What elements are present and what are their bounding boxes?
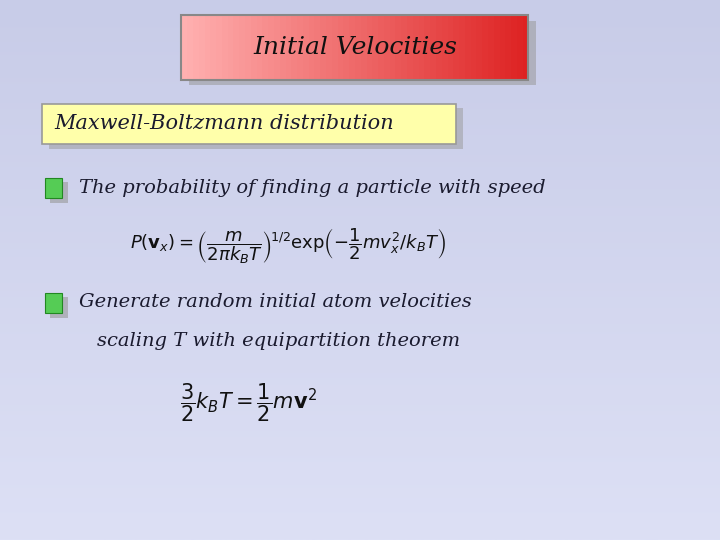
Text: Initial Velocities: Initial Velocities bbox=[253, 36, 457, 59]
Bar bbox=[332, 15, 338, 80]
Bar bbox=[274, 15, 281, 80]
Bar bbox=[418, 15, 425, 80]
Bar bbox=[286, 15, 292, 80]
Bar bbox=[181, 15, 188, 80]
Bar bbox=[309, 15, 315, 80]
Bar bbox=[465, 15, 472, 80]
Bar bbox=[395, 15, 402, 80]
Bar bbox=[471, 15, 477, 80]
Bar bbox=[517, 15, 523, 80]
Bar bbox=[292, 15, 298, 80]
Text: $P(\mathbf{v}_x) = \left(\dfrac{m}{2\pi k_B T}\right)^{\!1/2} \exp\!\left(-\dfra: $P(\mathbf{v}_x) = \left(\dfrac{m}{2\pi … bbox=[130, 226, 446, 266]
Bar bbox=[216, 15, 222, 80]
Bar bbox=[436, 15, 442, 80]
Bar bbox=[343, 15, 350, 80]
Bar bbox=[482, 15, 489, 80]
Bar bbox=[268, 15, 275, 80]
Bar bbox=[181, 15, 528, 80]
Bar bbox=[448, 15, 454, 80]
Bar bbox=[297, 15, 304, 80]
Bar bbox=[488, 15, 495, 80]
Bar bbox=[349, 15, 356, 80]
Bar bbox=[523, 15, 529, 80]
Bar bbox=[222, 15, 228, 80]
Bar bbox=[401, 15, 408, 80]
Bar bbox=[413, 15, 419, 80]
Bar bbox=[424, 15, 431, 80]
Bar bbox=[233, 15, 240, 80]
Bar bbox=[251, 15, 257, 80]
Bar bbox=[338, 15, 344, 80]
Text: $\dfrac{3}{2}k_B T = \dfrac{1}{2}m\mathbf{v}^2$: $\dfrac{3}{2}k_B T = \dfrac{1}{2}m\mathb… bbox=[180, 381, 317, 423]
Bar bbox=[384, 15, 390, 80]
Bar bbox=[210, 15, 217, 80]
Bar bbox=[355, 15, 361, 80]
Bar bbox=[459, 15, 466, 80]
Bar bbox=[49, 108, 463, 148]
Text: Generate random initial atom velocities: Generate random initial atom velocities bbox=[79, 293, 472, 312]
Bar bbox=[239, 15, 246, 80]
Bar bbox=[378, 15, 384, 80]
Bar bbox=[199, 15, 205, 80]
Bar bbox=[326, 15, 333, 80]
Bar bbox=[228, 15, 234, 80]
Bar bbox=[187, 15, 194, 80]
Bar bbox=[441, 15, 449, 80]
Bar bbox=[245, 15, 251, 80]
Bar bbox=[361, 15, 367, 80]
Bar bbox=[303, 15, 310, 80]
Text: Maxwell-Boltzmann distribution: Maxwell-Boltzmann distribution bbox=[54, 114, 394, 133]
Bar bbox=[390, 15, 396, 80]
Bar bbox=[511, 15, 518, 80]
Bar bbox=[454, 15, 460, 80]
Bar bbox=[189, 21, 536, 85]
Bar bbox=[372, 15, 379, 80]
Bar bbox=[280, 15, 287, 80]
Bar bbox=[315, 15, 321, 80]
Bar bbox=[42, 104, 456, 144]
Bar bbox=[430, 15, 436, 80]
Bar bbox=[256, 15, 263, 80]
Text: The probability of finding a particle with speed: The probability of finding a particle wi… bbox=[79, 179, 546, 197]
Bar bbox=[45, 178, 62, 198]
Bar bbox=[366, 15, 373, 80]
Bar bbox=[505, 15, 512, 80]
Bar bbox=[500, 15, 506, 80]
Bar bbox=[193, 15, 199, 80]
Bar bbox=[320, 15, 327, 80]
Bar bbox=[50, 182, 68, 202]
Bar bbox=[204, 15, 211, 80]
Bar bbox=[477, 15, 483, 80]
Bar bbox=[45, 293, 62, 313]
Bar bbox=[50, 297, 68, 318]
Bar bbox=[407, 15, 413, 80]
Text: scaling T with equipartition theorem: scaling T with equipartition theorem bbox=[97, 332, 460, 350]
Bar bbox=[262, 15, 269, 80]
Bar bbox=[494, 15, 500, 80]
